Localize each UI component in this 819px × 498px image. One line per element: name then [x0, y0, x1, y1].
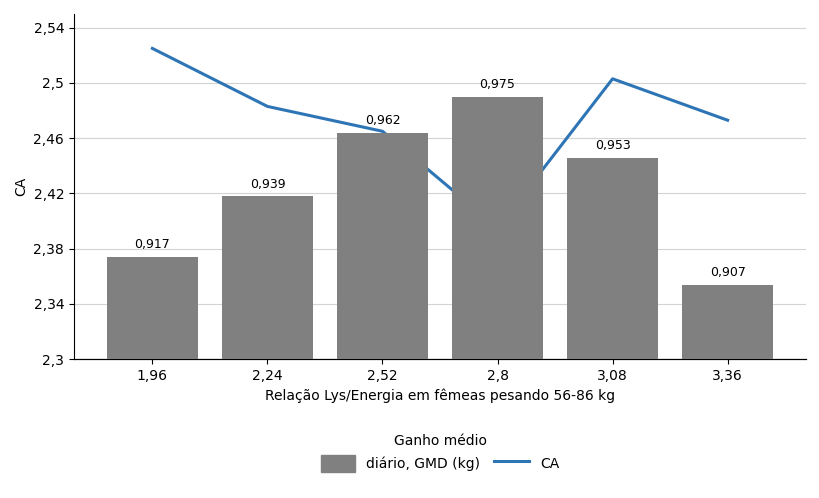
Bar — [452, 97, 542, 498]
Text: 0,962: 0,962 — [364, 114, 400, 127]
X-axis label: Relação Lys/Energia em fêmeas pesando 56-86 kg: Relação Lys/Energia em fêmeas pesando 56… — [265, 388, 614, 403]
Bar — [107, 257, 197, 498]
Text: 0,907: 0,907 — [708, 266, 744, 279]
Bar — [567, 157, 657, 498]
Bar — [222, 196, 312, 498]
Bar — [681, 284, 771, 498]
Legend: diário, GMD (kg), CA: diário, GMD (kg), CA — [314, 428, 564, 477]
Text: 0,975: 0,975 — [479, 78, 515, 91]
Text: 0,953: 0,953 — [594, 139, 630, 152]
Y-axis label: CA: CA — [14, 177, 28, 196]
Text: 0,917: 0,917 — [134, 239, 170, 251]
Bar — [337, 132, 428, 498]
Text: 0,939: 0,939 — [249, 178, 285, 191]
